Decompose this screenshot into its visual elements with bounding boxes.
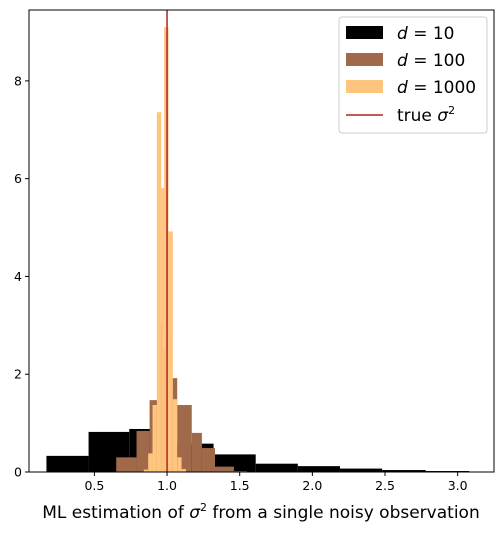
bar-d10-5 <box>255 463 298 472</box>
bar-d1000-9 <box>181 469 186 472</box>
legend-label-true-prefix: true <box>397 106 437 126</box>
legend-label-true-exponent: 2 <box>448 104 455 117</box>
legend-box <box>338 16 488 134</box>
x-axis-label-prefix: ML estimation of <box>42 503 189 523</box>
y-tick-label: 6 <box>14 171 22 186</box>
x-tick-label: 2.0 <box>302 478 322 493</box>
legend-swatch-d100 <box>346 53 383 66</box>
legend-swatch-d10 <box>346 26 383 39</box>
bar-d100-8 <box>191 432 202 472</box>
y-tick-label: 4 <box>14 269 22 284</box>
bar-d10-0 <box>46 455 89 472</box>
bar-d1000-0 <box>143 469 149 472</box>
legend-label-d1000-var: d <box>397 78 408 98</box>
bar-d100-10 <box>215 466 234 472</box>
bar-d10-8 <box>382 470 426 472</box>
bar-d100-9 <box>201 448 215 472</box>
legend: d = 10 d = 100 d = 1000 true σ2 <box>338 16 488 134</box>
bar-d100-1 <box>116 457 137 472</box>
legend-label-d10-var: d <box>397 24 408 44</box>
y-axis-ticks: 0 2 4 6 8 <box>14 73 29 480</box>
bar-d1000-7 <box>172 399 178 472</box>
legend-label-d10: d = 10 <box>397 24 454 44</box>
bar-d1000-2 <box>152 405 157 472</box>
legend-label-true: true σ2 <box>397 104 455 126</box>
x-axis-label-suffix: from a single noisy observation <box>207 503 480 523</box>
x-tick-label: 0.5 <box>84 478 104 493</box>
bar-d1000-6 <box>168 231 173 472</box>
bar-d10-7 <box>339 468 383 472</box>
y-tick-label: 0 <box>14 465 22 480</box>
plot-frame <box>28 9 495 473</box>
bar-d1000-4 <box>161 187 165 472</box>
legend-label-true-symbol: σ <box>437 106 449 126</box>
x-tick-label: 2.5 <box>375 478 395 493</box>
bar-d100-7 <box>177 405 192 472</box>
bar-d1000-1 <box>148 453 153 472</box>
x-tick-label: 1.5 <box>230 478 250 493</box>
legend-label-d100: d = 100 <box>397 51 465 71</box>
x-axis-label-exponent: 2 <box>200 501 207 514</box>
legend-label-d100-rest: = 100 <box>408 51 466 71</box>
x-axis-ticks: 0.5 1.0 1.5 2.0 2.5 3.0 <box>84 472 468 493</box>
x-tick-label: 1.0 <box>157 478 177 493</box>
legend-swatch-d1000 <box>346 80 383 93</box>
bar-d1000-8 <box>177 457 182 472</box>
legend-label-d100-var: d <box>397 51 408 71</box>
legend-label-d1000-rest: = 1000 <box>408 78 476 98</box>
bar-d1000-3 <box>156 112 162 472</box>
y-tick-label: 8 <box>14 73 22 88</box>
x-tick-label: 3.0 <box>448 478 468 493</box>
x-axis-label-symbol: σ <box>189 503 201 523</box>
y-tick-label: 2 <box>14 367 22 382</box>
legend-label-d1000: d = 1000 <box>397 78 476 98</box>
bar-d100-2 <box>136 430 150 472</box>
x-axis-label: ML estimation of σ2 from a single noisy … <box>42 501 479 523</box>
bar-d10-6 <box>297 466 340 472</box>
legend-label-d10-rest: = 10 <box>408 24 455 44</box>
